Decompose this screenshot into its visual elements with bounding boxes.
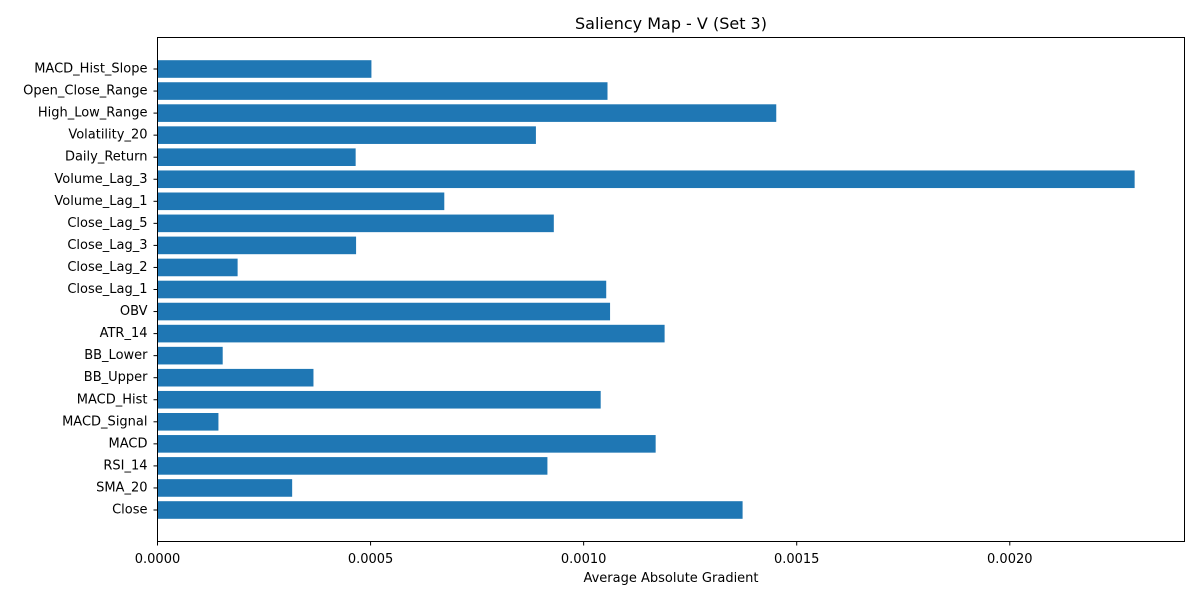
x-axis-label: Average Absolute Gradient	[583, 571, 758, 586]
bar-close-lag-2	[157, 258, 238, 277]
y-tick-label-bb-lower: BB_Lower	[84, 348, 148, 363]
y-tick-label-close-lag-2: Close_Lag_2	[67, 260, 147, 275]
x-axis: 0.0000 0.0005 0.0010 0.0015 0.0020	[135, 541, 1033, 567]
y-tick-label-close: Close	[112, 503, 147, 518]
bars-group	[157, 60, 1135, 519]
bar-bb-upper	[157, 368, 314, 387]
bar-macd-signal	[157, 413, 219, 431]
y-tick-label-volume-lag-3: Volume_Lag_3	[54, 172, 147, 187]
bar-close-lag-5	[157, 214, 554, 233]
bar-high-low-range	[157, 104, 777, 122]
x-tick-label: 0.0000	[135, 552, 181, 567]
bar-rsi-14	[157, 457, 548, 475]
x-tick-label: 0.0010	[561, 552, 607, 567]
bar-macd	[157, 435, 656, 453]
y-tick-label-open-close-range: Open_Close_Range	[23, 84, 147, 99]
y-tick-label-close-lag-5: Close_Lag_5	[67, 216, 147, 231]
plot-frame	[157, 37, 1185, 542]
bar-bb-lower	[157, 346, 223, 365]
x-tick-label: 0.0005	[348, 552, 394, 567]
bar-volatility-20	[157, 126, 536, 144]
bar-close-lag-3	[157, 236, 357, 255]
y-tick-label-close-lag-3: Close_Lag_3	[67, 238, 147, 253]
y-tick-label-macd-hist: MACD_Hist	[77, 392, 148, 407]
y-tick-label-volatility-20: Volatility_20	[68, 128, 147, 143]
y-tick-label-daily-return: Daily_Return	[65, 150, 148, 165]
y-tick-label-high-low-range: High_Low_Range	[38, 106, 148, 121]
y-tick-label-macd-hist-slope: MACD_Hist_Slope	[34, 62, 147, 77]
bar-obv	[157, 302, 611, 321]
bar-sma-20	[157, 479, 293, 497]
y-tick-label-sma-20: SMA_20	[96, 480, 147, 495]
bar-daily-return	[157, 148, 356, 166]
chart-title: Saliency Map - V (Set 3)	[575, 14, 767, 33]
bar-atr-14	[157, 324, 665, 343]
y-tick-label-macd-signal: MACD_Signal	[62, 414, 147, 429]
y-tick-label-bb-upper: BB_Upper	[84, 370, 148, 385]
y-tick-label-atr-14: ATR_14	[100, 326, 148, 341]
bar-close-lag-1	[157, 280, 607, 299]
bar-open-close-range	[157, 82, 608, 100]
y-tick-label-macd: MACD	[109, 436, 148, 451]
bar-macd-hist-slope	[157, 60, 372, 78]
x-tick-label: 0.0020	[987, 552, 1033, 567]
y-tick-label-volume-lag-1: Volume_Lag_1	[54, 194, 147, 209]
bar-close	[157, 501, 743, 519]
bar-macd-hist	[157, 390, 601, 409]
y-axis: Close SMA_20 RSI_14 MACD MACD_Signal MACD_His…	[23, 62, 158, 518]
y-tick-label-rsi-14: RSI_14	[103, 458, 147, 473]
x-tick-label: 0.0015	[774, 552, 820, 567]
bar-volume-lag-1	[157, 192, 445, 211]
y-tick-label-close-lag-1: Close_Lag_1	[67, 282, 147, 297]
y-tick-label-obv: OBV	[120, 304, 148, 319]
bar-volume-lag-3	[157, 170, 1135, 189]
